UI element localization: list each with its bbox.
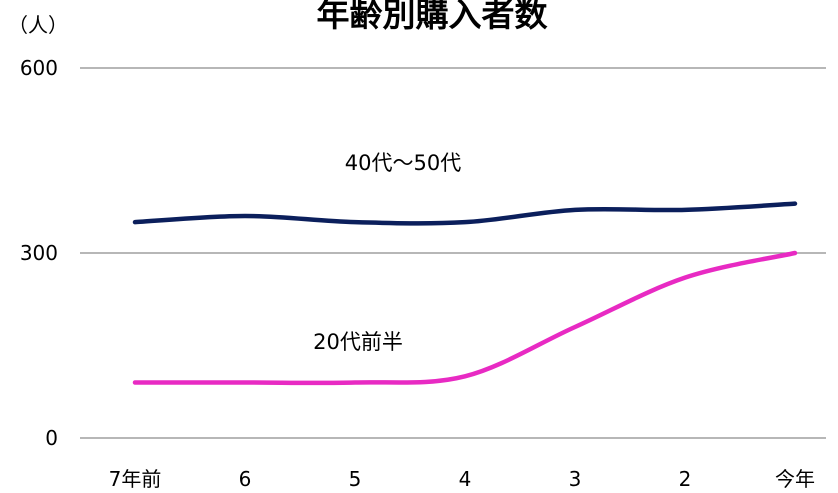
x-tick-label: 7年前	[109, 467, 162, 491]
gridlines	[80, 67, 826, 439]
series-label: 40代～50代	[345, 151, 461, 175]
y-tick-label: 0	[45, 426, 58, 450]
x-tick-label: 今年	[775, 467, 815, 491]
y-axis-ticks: 0 300 600	[20, 56, 58, 450]
series-labels: 40代～50代 20代前半	[313, 151, 461, 354]
x-tick-label: 6	[239, 467, 252, 491]
series-label: 20代前半	[313, 330, 403, 354]
series-lines	[132, 201, 798, 386]
y-tick-label: 300	[20, 241, 58, 265]
chart-title: 年齢別購入者数	[317, 0, 549, 34]
x-axis-ticks: 7年前 6 5 4 3 2 今年	[109, 467, 815, 491]
x-tick-label: 3	[569, 467, 582, 491]
series-line	[132, 201, 798, 226]
y-tick-label: 600	[20, 56, 58, 80]
x-tick-label: 5	[349, 467, 362, 491]
x-tick-label: 2	[679, 467, 692, 491]
series-line	[132, 250, 798, 386]
x-tick-label: 4	[459, 467, 472, 491]
y-axis-unit-label: （人）	[8, 13, 68, 37]
